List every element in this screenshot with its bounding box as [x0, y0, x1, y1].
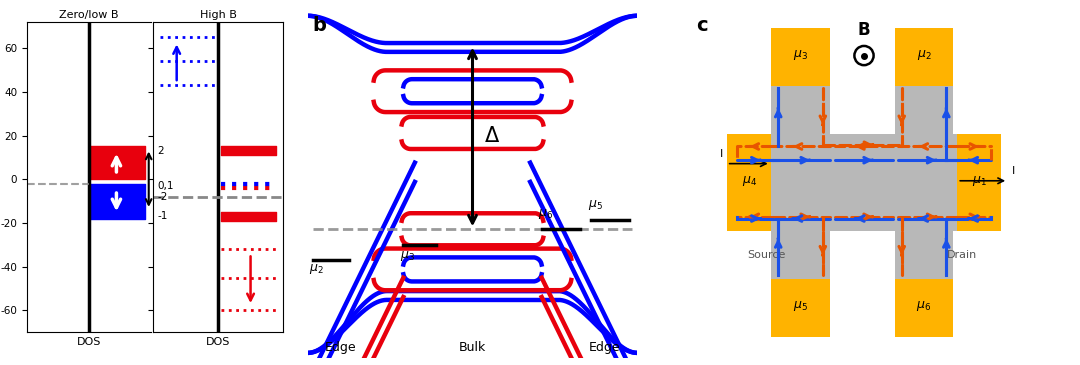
- Text: $\mu_5$: $\mu_5$: [588, 198, 603, 212]
- Bar: [727, 134, 771, 231]
- Text: c: c: [696, 16, 707, 35]
- Text: b: b: [313, 16, 326, 35]
- Text: Edge: Edge: [589, 342, 620, 354]
- Text: DOS: DOS: [206, 337, 230, 346]
- Text: -2: -2: [158, 192, 167, 202]
- Text: Edge: Edge: [325, 342, 356, 354]
- Title: High B: High B: [200, 10, 237, 20]
- Text: Source: Source: [747, 250, 785, 260]
- Bar: [895, 278, 954, 337]
- Text: $\mu_6$: $\mu_6$: [538, 207, 554, 222]
- Text: Bulk: Bulk: [459, 342, 486, 354]
- Text: $\mu_3$: $\mu_3$: [793, 48, 808, 62]
- Text: I: I: [720, 149, 724, 159]
- Text: $\mathbf{B}$: $\mathbf{B}$: [858, 21, 870, 39]
- Text: $\mu_3$: $\mu_3$: [400, 249, 415, 263]
- Text: DOS: DOS: [77, 337, 102, 346]
- Text: I: I: [1012, 166, 1015, 176]
- Text: $\mu_2$: $\mu_2$: [310, 262, 324, 276]
- Text: $\mu_5$: $\mu_5$: [793, 299, 808, 313]
- Text: DP: DP: [105, 193, 129, 208]
- Text: $\mu_1$: $\mu_1$: [972, 173, 986, 188]
- Bar: [771, 278, 829, 337]
- Bar: [727, 134, 1001, 231]
- Bar: [771, 38, 829, 327]
- Text: $\mu_2$: $\mu_2$: [917, 48, 931, 62]
- Bar: [957, 134, 1001, 231]
- Text: $\mu_4$: $\mu_4$: [742, 173, 757, 188]
- Bar: [895, 28, 954, 87]
- Bar: [895, 38, 954, 327]
- Text: DP: DP: [105, 155, 129, 170]
- Text: 2: 2: [158, 146, 164, 156]
- Text: $\Delta$: $\Delta$: [158, 169, 170, 185]
- Text: $\Delta$: $\Delta$: [484, 126, 500, 146]
- Text: $\mu_6$: $\mu_6$: [917, 299, 932, 313]
- Text: 0,1: 0,1: [158, 181, 174, 191]
- Title: Zero/low B: Zero/low B: [59, 10, 119, 20]
- Text: -1: -1: [158, 211, 167, 221]
- Bar: [771, 28, 829, 87]
- Text: Drain: Drain: [947, 250, 977, 260]
